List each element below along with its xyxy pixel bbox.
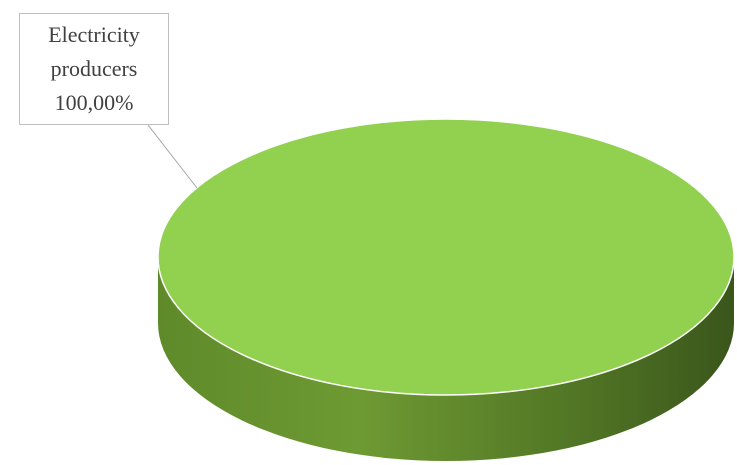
slice-value-label: 100,00% [54,90,134,115]
pie-slice-side [158,257,734,461]
slice-label-line-1: Electricity [48,22,140,47]
slice-data-label: Electricity producers 100,00% [19,13,169,125]
callout-leader-line [147,124,198,189]
pie-slice-group [157,118,735,461]
pie-slice-electricity-producers [157,118,735,396]
slice-label-line-2: producers [50,56,138,81]
